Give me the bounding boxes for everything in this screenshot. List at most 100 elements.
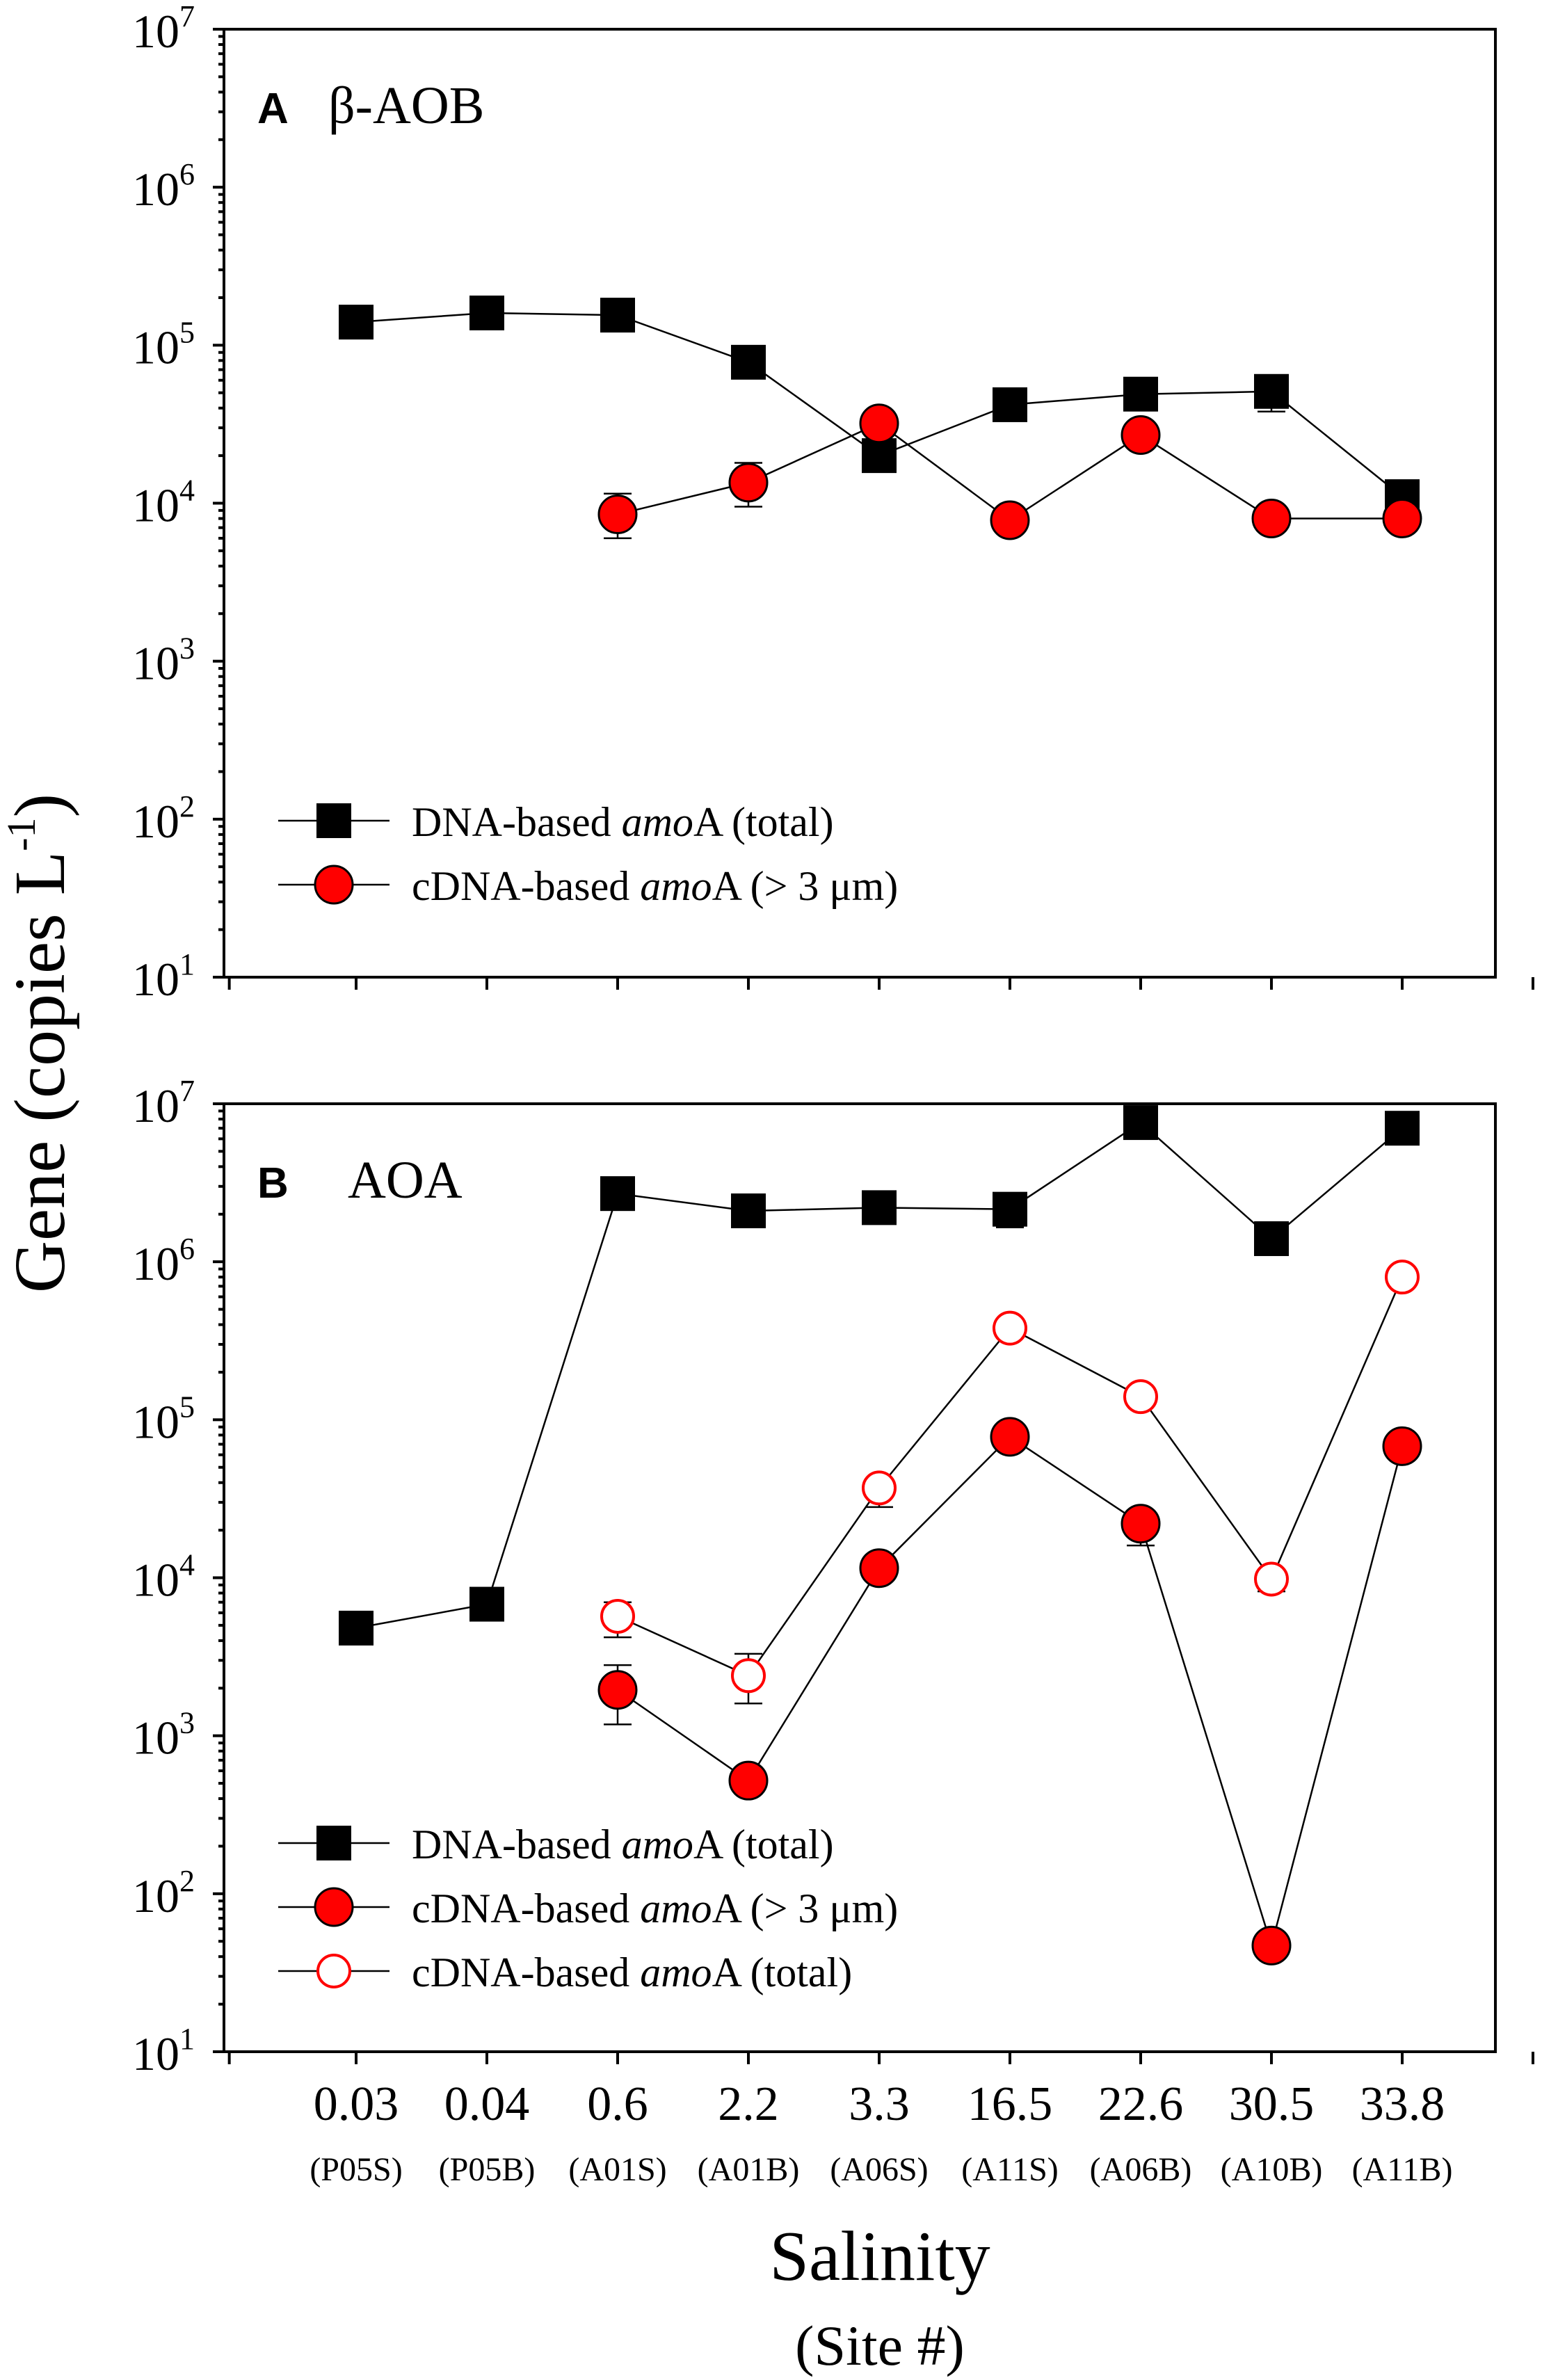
x-tick-label-salinity: 0.6: [587, 2077, 648, 2131]
x-tick-labels: 0.03 0.04 0.6 2.2 3.3 16.5 22.6 30.5 33.8 (P05S) (…: [310, 2077, 1452, 2188]
x-tick-label-site: (A06S): [830, 2151, 928, 2188]
data-point: [1385, 1260, 1420, 1295]
legend-label-part: amo: [622, 1822, 693, 1867]
y-tick-exponent: 5: [179, 1390, 195, 1424]
data-point: [993, 1310, 1027, 1346]
y-tick-base: 10: [132, 1395, 179, 1448]
y-axis-label-superscript: -1: [0, 818, 44, 851]
y-tick-base: 10: [132, 953, 179, 1006]
legend-label-part: A (> 3 μm): [712, 863, 899, 909]
y-tick-label: 107: [132, 0, 195, 58]
panel-a-plot-area: [339, 295, 1422, 540]
panel-b-title: AOA: [348, 1151, 463, 1209]
legend-marker: [316, 1826, 351, 1860]
y-tick-label: 105: [132, 1390, 195, 1448]
x-tick-label-site: (A06B): [1090, 2151, 1192, 2188]
x-axis-label: Salinity: [769, 2217, 990, 2296]
data-point: [731, 1193, 766, 1228]
legend-label-part: amo: [622, 799, 693, 845]
y-tick-exponent: 3: [179, 1706, 195, 1740]
data-point: [1251, 499, 1292, 539]
legend-label: DNA-based amoA (total): [412, 1822, 834, 1867]
x-tick-label-site: (P05B): [439, 2151, 536, 2188]
panel-b-legend: DNA-based amoA (total)cDNA-based amoA (>…: [278, 1822, 898, 1995]
x-tick-label-salinity: 33.8: [1360, 2077, 1445, 2131]
data-point: [731, 1658, 766, 1694]
y-tick-label: 104: [132, 1548, 195, 1607]
y-tick-exponent: 6: [179, 1232, 195, 1266]
y-tick-base: 10: [132, 1554, 179, 1607]
series-line: [617, 1436, 1404, 1949]
y-tick-base: 10: [132, 1079, 179, 1132]
y-tick-exponent: 7: [179, 1074, 195, 1108]
y-axis-label-end: ): [0, 794, 80, 818]
y-tick-base: 10: [132, 2027, 179, 2080]
data-point: [862, 438, 897, 474]
data-point: [600, 298, 635, 333]
x-tick-label-site: (A01S): [568, 2151, 666, 2188]
y-tick-exponent: 1: [179, 947, 195, 981]
data-point: [597, 1670, 638, 1710]
x-tick-label-site: (A10B): [1221, 2151, 1323, 2188]
data-point: [862, 1470, 897, 1506]
data-point: [1123, 1379, 1158, 1415]
x-tick-label-site: (A11S): [961, 2151, 1059, 2188]
x-tick-label-site: (A01B): [698, 2151, 800, 2188]
panel-a-x-ticks: [227, 977, 1534, 990]
data-point: [469, 1586, 504, 1622]
legend-marker: [316, 803, 351, 838]
legend-label-part: A (total): [712, 1949, 853, 1995]
y-tick-label: 107: [132, 1074, 195, 1132]
y-tick-base: 10: [132, 637, 179, 690]
data-point: [1123, 1105, 1158, 1141]
y-tick-exponent: 2: [179, 1864, 195, 1898]
y-tick-label: 102: [132, 789, 195, 848]
y-tick-base: 10: [132, 5, 179, 58]
y-tick-base: 10: [132, 321, 179, 373]
legend-label: cDNA-based amoA (> 3 μm): [412, 863, 898, 909]
x-axis-sublabel: (Site #): [795, 2314, 965, 2377]
panel-b-plot-area: [339, 1105, 1422, 1965]
y-tick-label: 103: [132, 632, 195, 690]
x-tick-label-salinity: 3.3: [849, 2077, 910, 2131]
x-tick-label-salinity: 0.03: [314, 2077, 399, 2131]
panel-a-title: β-AOB: [328, 77, 484, 135]
legend-label: cDNA-based amoA (total): [412, 1949, 852, 1995]
data-point: [728, 1760, 769, 1801]
data-point: [728, 463, 769, 503]
data-point: [339, 305, 374, 340]
x-tick-label-salinity: 22.6: [1098, 2077, 1184, 2131]
legend-marker: [314, 1887, 354, 1927]
legend-label-part: A (> 3 μm): [712, 1885, 899, 1931]
data-point: [1382, 1426, 1422, 1466]
data-point: [1385, 1111, 1420, 1146]
data-point: [1251, 1925, 1292, 1965]
legend-label-part: DNA-based: [412, 1822, 622, 1867]
x-tick-label-salinity: 0.04: [444, 2077, 530, 2131]
data-point: [600, 1598, 635, 1634]
y-tick-base: 10: [132, 1870, 179, 1922]
panel-a-legend: DNA-based amoA (total)cDNA-based amoA (>…: [278, 799, 898, 909]
y-tick-exponent: 3: [179, 632, 195, 666]
data-point: [990, 1417, 1030, 1457]
y-tick-base: 10: [132, 1237, 179, 1290]
legend-label-part: A (total): [693, 1822, 834, 1867]
data-point: [993, 387, 1027, 422]
data-point: [339, 1610, 374, 1646]
panel-b-x-ticks: [227, 2052, 1534, 2064]
y-tick-label: 102: [132, 1864, 195, 1922]
y-axis-label: Gene (copies L-1): [0, 794, 80, 1293]
y-tick-label: 105: [132, 315, 195, 373]
x-tick-label-site: (P05S): [310, 2151, 402, 2188]
data-point: [859, 403, 899, 444]
legend-label-part: amo: [640, 1885, 712, 1931]
legend-label: cDNA-based amoA (> 3 μm): [412, 1885, 898, 1931]
y-tick-exponent: 6: [179, 157, 195, 191]
panel-b-label: B: [257, 1159, 289, 1207]
y-tick-label: 106: [132, 157, 195, 216]
legend-label-part: A (total): [693, 799, 834, 845]
